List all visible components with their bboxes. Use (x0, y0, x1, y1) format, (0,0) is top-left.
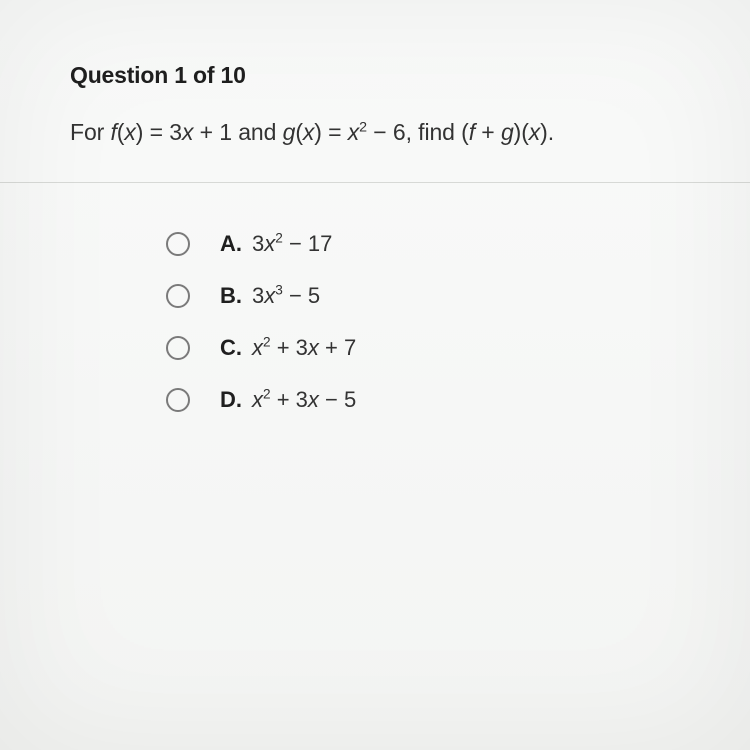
prompt-close1: ) = 3 (136, 119, 182, 145)
opt-b-tail: − 5 (283, 283, 320, 308)
opt-c-exp: 2 (263, 335, 271, 350)
option-a[interactable]: A. 3x2 − 17 (166, 231, 680, 257)
opt-c-tail: + 7 (319, 335, 356, 360)
option-label: D. (220, 387, 242, 413)
opt-d-var2: x (308, 387, 319, 412)
prompt-gx-g: g (283, 119, 296, 145)
opt-d-var1: x (252, 387, 263, 412)
opt-c-var1: x (252, 335, 263, 360)
radio-icon[interactable] (166, 388, 190, 412)
prompt-open2: ( (295, 119, 303, 145)
prompt-x1: x (124, 119, 135, 145)
question-prompt: For f(x) = 3x + 1 and g(x) = x2 − 6, fin… (70, 117, 680, 148)
prompt-g2: g (501, 119, 514, 145)
prompt-x5: x (529, 119, 540, 145)
opt-c-mid: + 3 (271, 335, 308, 360)
option-b[interactable]: B. 3x3 − 5 (166, 283, 680, 309)
prompt-x2: x (182, 119, 193, 145)
prompt-x3: x (303, 119, 314, 145)
opt-a-var1: x (264, 231, 275, 256)
opt-b-exp: 3 (275, 283, 283, 298)
prompt-close2: ) = (314, 119, 347, 145)
prompt-text: For (70, 119, 111, 145)
opt-c-var2: x (308, 335, 319, 360)
option-c[interactable]: C. x2 + 3x + 7 (166, 335, 680, 361)
opt-d-exp: 2 (263, 387, 271, 402)
options-list: A. 3x2 − 17 B. 3x3 − 5 C. x2 + 3x + 7 D.… (70, 231, 680, 413)
opt-a-exp: 2 (275, 231, 283, 246)
opt-d-tail: − 5 (319, 387, 356, 412)
option-body: 3x3 − 5 (252, 283, 320, 309)
prompt-end: ). (540, 119, 554, 145)
prompt-x4: x (348, 119, 359, 145)
radio-icon[interactable] (166, 336, 190, 360)
option-body: x2 + 3x + 7 (252, 335, 356, 361)
opt-a-lead: 3 (252, 231, 264, 256)
prompt-minus6: − 6, find ( (367, 119, 469, 145)
prompt-close3: )( (514, 119, 529, 145)
radio-icon[interactable] (166, 284, 190, 308)
prompt-sq: 2 (359, 119, 367, 135)
question-page: Question 1 of 10 For f(x) = 3x + 1 and g… (0, 0, 750, 413)
option-d[interactable]: D. x2 + 3x − 5 (166, 387, 680, 413)
divider (0, 182, 750, 183)
question-header: Question 1 of 10 (70, 62, 680, 89)
option-body: x2 + 3x − 5 (252, 387, 356, 413)
prompt-plus1: + 1 and (193, 119, 282, 145)
opt-b-lead: 3 (252, 283, 264, 308)
option-body: 3x2 − 17 (252, 231, 332, 257)
option-label: B. (220, 283, 242, 309)
option-label: C. (220, 335, 242, 361)
radio-icon[interactable] (166, 232, 190, 256)
opt-b-var1: x (264, 283, 275, 308)
opt-a-tail: − 17 (283, 231, 333, 256)
opt-d-mid: + 3 (271, 387, 308, 412)
prompt-plus: + (475, 119, 501, 145)
option-label: A. (220, 231, 242, 257)
